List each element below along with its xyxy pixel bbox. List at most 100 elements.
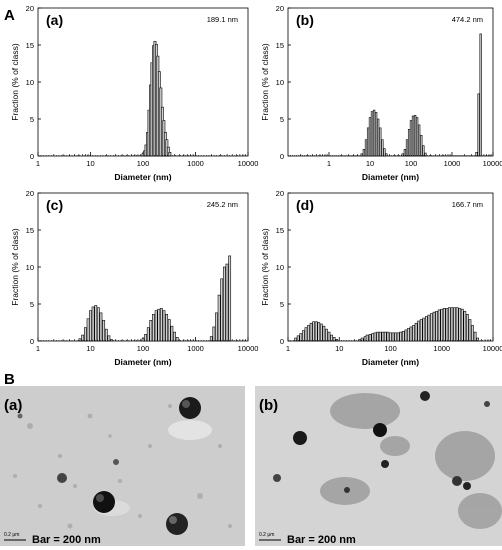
- baseline-dot: [328, 155, 330, 156]
- baseline-dot: [154, 155, 156, 156]
- baseline-dot: [467, 340, 468, 341]
- histogram-bar: [405, 139, 409, 157]
- baseline-dot: [316, 155, 318, 156]
- histogram-bar: [365, 334, 369, 342]
- baseline-dot: [224, 340, 225, 341]
- histogram-bar: [86, 318, 90, 342]
- histogram-bar: [330, 334, 333, 342]
- histogram-bar: [302, 330, 305, 342]
- histogram-bar: [440, 308, 444, 342]
- baseline-dot: [136, 340, 137, 341]
- baseline-dot: [164, 155, 166, 156]
- baseline-dot: [89, 340, 91, 341]
- baseline-dot: [383, 340, 385, 341]
- baseline-dot: [350, 155, 352, 156]
- y-tick-label: 15: [276, 41, 284, 50]
- baseline-dot: [50, 155, 52, 156]
- histogram-bar: [371, 333, 375, 342]
- histogram-bar: [404, 329, 408, 342]
- baseline-dot: [421, 155, 422, 156]
- baseline-dot: [174, 340, 176, 341]
- baseline-dot: [411, 155, 412, 156]
- histogram-bar: [322, 325, 326, 342]
- baseline-dot: [125, 340, 127, 341]
- baseline-dot: [382, 155, 384, 156]
- mean-size-annotation: 189.1 nm: [207, 15, 238, 24]
- histogram-bar: [309, 322, 313, 342]
- y-axis-label: Fraction (% of class): [260, 228, 270, 306]
- baseline-dot: [187, 340, 189, 341]
- x-tick-label: 100: [137, 344, 150, 353]
- histogram-bar: [215, 312, 218, 342]
- baseline-dot: [239, 340, 241, 341]
- baseline-dot: [366, 155, 368, 156]
- histogram-bar: [422, 145, 425, 157]
- x-tick-label: 10: [366, 159, 374, 168]
- baseline-dot: [459, 340, 461, 341]
- baseline-dot: [376, 155, 378, 156]
- baseline-dot: [305, 340, 307, 341]
- baseline-dot: [433, 155, 435, 156]
- baseline-dot: [338, 340, 340, 341]
- baseline-dot: [242, 155, 243, 156]
- histogram-bar: [430, 313, 433, 342]
- histogram-bar: [154, 310, 158, 342]
- baseline-dot: [335, 340, 337, 341]
- plot-frame: [37, 7, 249, 157]
- x-tick-label: 1: [36, 344, 40, 353]
- baseline-dot: [292, 155, 293, 156]
- baseline-dot: [118, 340, 119, 341]
- baseline-dot: [467, 155, 469, 156]
- histogram-bar: [96, 307, 100, 342]
- baseline-dot: [218, 340, 220, 341]
- baseline-dot: [208, 155, 210, 156]
- baseline-dot: [293, 340, 294, 341]
- baseline-dot: [162, 340, 163, 341]
- baseline-dot: [120, 155, 122, 156]
- baseline-dot: [50, 340, 52, 341]
- baseline-dot: [312, 155, 314, 156]
- baseline-dot: [310, 340, 312, 341]
- histogram-bar: [471, 325, 474, 342]
- baseline-dot: [326, 155, 328, 156]
- baseline-dot: [352, 155, 354, 156]
- histogram-bar: [453, 307, 456, 342]
- histogram-bar: [162, 310, 166, 342]
- y-tick-label: 20: [26, 189, 34, 198]
- baseline-dot: [429, 340, 431, 341]
- histogram-bar: [427, 314, 431, 342]
- baseline-dot: [318, 155, 320, 156]
- histogram-bar: [415, 117, 419, 157]
- baseline-dot: [120, 340, 122, 341]
- baseline-dot: [244, 155, 246, 156]
- histogram-bar: [445, 308, 449, 342]
- baseline-dot: [320, 340, 322, 341]
- histogram-bar: [152, 314, 155, 342]
- panel-label: (b): [296, 12, 314, 28]
- x-tick-label: 100: [384, 344, 397, 353]
- histogram-bar: [167, 319, 171, 342]
- baseline-dot: [455, 155, 457, 156]
- baseline-dot: [356, 340, 357, 341]
- histogram-bar: [424, 316, 428, 342]
- micrograph-a-image: (a) 0.2 μm Bar = 200 nm: [0, 386, 245, 546]
- baseline-dot: [81, 155, 83, 156]
- baseline-dot: [40, 155, 42, 156]
- histogram-bar: [455, 307, 459, 342]
- baseline-dot: [190, 340, 192, 341]
- baseline-dot: [358, 155, 360, 156]
- baseline-dot: [318, 340, 320, 341]
- baseline-dot: [100, 340, 101, 341]
- x-tick-label: 10000: [238, 344, 259, 353]
- baseline-dot: [128, 155, 130, 156]
- baseline-dot: [336, 155, 338, 156]
- baseline-dot: [154, 340, 156, 341]
- baseline-dot: [353, 340, 355, 341]
- histogram-bar: [222, 266, 226, 342]
- histogram-bar: [394, 332, 398, 342]
- baseline-dot: [169, 155, 171, 156]
- baseline-dot: [123, 155, 125, 156]
- baseline-dot: [396, 340, 398, 341]
- baseline-dot: [457, 340, 458, 341]
